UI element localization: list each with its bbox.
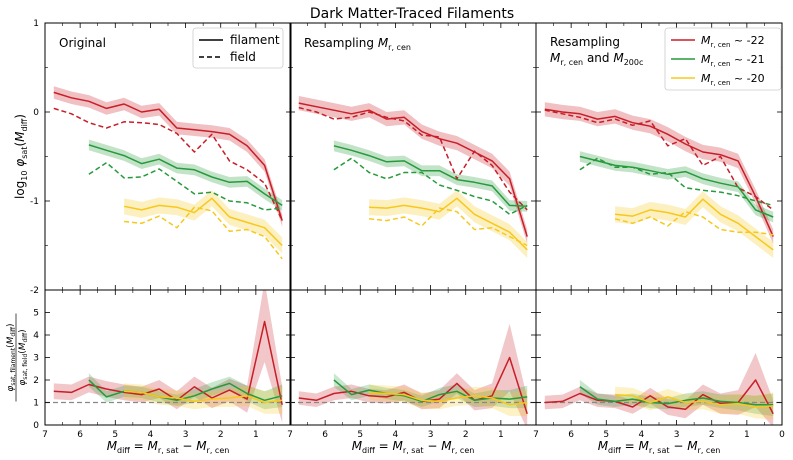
ratio-band--22 <box>298 323 528 425</box>
x-tick-label: 2 <box>709 430 715 440</box>
panel-3-top-data <box>544 102 774 258</box>
x-tick-label: 3 <box>428 430 434 440</box>
line--22-filament <box>53 91 283 221</box>
x-tick-label: 1 <box>498 430 504 440</box>
x-tick-label: 4 <box>639 430 645 440</box>
x-tick-label: 5 <box>112 430 118 440</box>
line--20-field <box>124 206 283 260</box>
ratio-line--22 <box>53 320 283 405</box>
x-tick-label: 2 <box>463 430 469 440</box>
band--20-filament <box>369 190 528 258</box>
line--21-filament <box>88 144 283 207</box>
x-tick-label: 4 <box>393 430 399 440</box>
band--21-filament <box>88 139 283 211</box>
y-tick-label: 4 <box>33 331 39 341</box>
band--20-filament <box>124 190 283 254</box>
color-legend-box <box>664 27 782 91</box>
color-legend-label: Mr, cen ~ -21 <box>701 53 765 68</box>
line--21-field <box>333 157 528 216</box>
line--22-field <box>544 109 774 211</box>
x-tick-label: 7 <box>533 430 539 440</box>
figure-title: Dark Matter-Traced Filaments <box>310 6 514 22</box>
x-tick-label: 5 <box>603 430 609 440</box>
ratio-band--21 <box>579 380 774 416</box>
line--20-filament <box>615 198 774 251</box>
line--22-field <box>53 107 283 221</box>
ratio-line--20 <box>124 390 283 404</box>
panel-3-ratio-data <box>536 353 782 425</box>
y-tick-label: -2 <box>30 286 39 296</box>
x-tick-label: 2 <box>218 430 224 440</box>
ratio-band--22 <box>544 353 774 425</box>
style-legend-label-field: field <box>230 50 256 64</box>
panel-label-resampling-mr: Resampling Mr, cen <box>304 36 411 52</box>
style-legend-box <box>192 27 284 69</box>
band--22-filament <box>53 86 283 227</box>
x-tick-label: 6 <box>77 430 83 440</box>
ratio-band--20 <box>615 386 774 420</box>
y-tick-label: 5 <box>33 309 39 319</box>
panel-label-original: Original <box>59 36 106 50</box>
line--20-field <box>369 207 528 247</box>
line--21-field <box>88 161 283 211</box>
line--21-filament <box>333 145 528 208</box>
y-tick-label: 1 <box>33 19 39 29</box>
panel-2-top-frame <box>289 22 537 291</box>
ratio-line--21 <box>333 379 528 403</box>
line--22-filament <box>544 108 774 237</box>
x-axis-label: Mdiff = Mr, sat − Mr, cen <box>107 439 230 455</box>
y-tick-label: -1 <box>30 197 39 207</box>
line--21-field <box>579 157 774 207</box>
y-tick-label: 0 <box>33 108 39 118</box>
style-legend-label-filament: filament <box>230 33 280 47</box>
x-tick-label: 6 <box>568 430 574 440</box>
color-legend-label: Mr, cen ~ -22 <box>701 34 765 49</box>
y-axis-label-bottom: φsat, filament(Mdiff)φsat, field(Mdiff) <box>6 313 29 402</box>
band--21-filament <box>333 140 528 212</box>
x-tick-label: 3 <box>674 430 680 440</box>
ratio-line--20 <box>615 393 774 408</box>
line--22-filament <box>298 102 528 237</box>
ratio-band--21 <box>88 373 283 410</box>
x-tick-label: 7 <box>287 430 293 440</box>
x-axis-label: Mdiff = Mr, sat − Mr, cen <box>352 439 475 455</box>
ratio-denominator: φsat, field(Mdiff) <box>18 329 29 385</box>
x-tick-label: 1 <box>744 430 750 440</box>
x-tick-label: 4 <box>148 430 154 440</box>
ratio-line--20 <box>369 391 528 406</box>
x-tick-label: 1 <box>253 430 259 440</box>
y-tick-label: 3 <box>33 354 39 364</box>
ratio-line--21 <box>88 379 283 402</box>
x-tick-label: 3 <box>183 430 189 440</box>
panel-2-top-data <box>298 96 528 258</box>
line--20-field <box>614 210 774 236</box>
ratio-numerator: φsat, filament(Mdiff) <box>6 323 17 391</box>
ratio-line--21 <box>579 386 774 406</box>
band--20-filament <box>615 191 774 258</box>
x-tick-label: 5 <box>357 430 363 440</box>
panel-2-ratio-data <box>290 323 536 425</box>
line--22-field <box>298 106 528 211</box>
panel-label-resampling-line2: Mr, cen and M200c <box>550 51 643 67</box>
y-tick-label: 1 <box>33 399 39 409</box>
x-axis-label: Mdiff = Mr, sat − Mr, cen <box>598 439 721 455</box>
y-tick-label: 2 <box>33 376 39 386</box>
band--22-filament <box>298 96 528 244</box>
x-tick-label: 0 <box>779 430 785 440</box>
color-legend-label: Mr, cen ~ -20 <box>701 72 765 87</box>
line--20-filament <box>369 197 528 251</box>
y-axis-label-top: log10 φsat(Mdiff) <box>13 114 29 199</box>
panel-1-top-data <box>53 86 283 260</box>
line--21-filament <box>579 155 774 218</box>
band--21-filament <box>579 151 774 223</box>
panel-label-resampling: Resampling <box>550 35 620 49</box>
panel-1-ratio-data <box>45 290 291 423</box>
y-tick-label: 0 <box>33 421 39 431</box>
x-tick-label: 7 <box>42 430 48 440</box>
line--20-filament <box>123 197 283 247</box>
x-tick-label: 6 <box>322 430 328 440</box>
